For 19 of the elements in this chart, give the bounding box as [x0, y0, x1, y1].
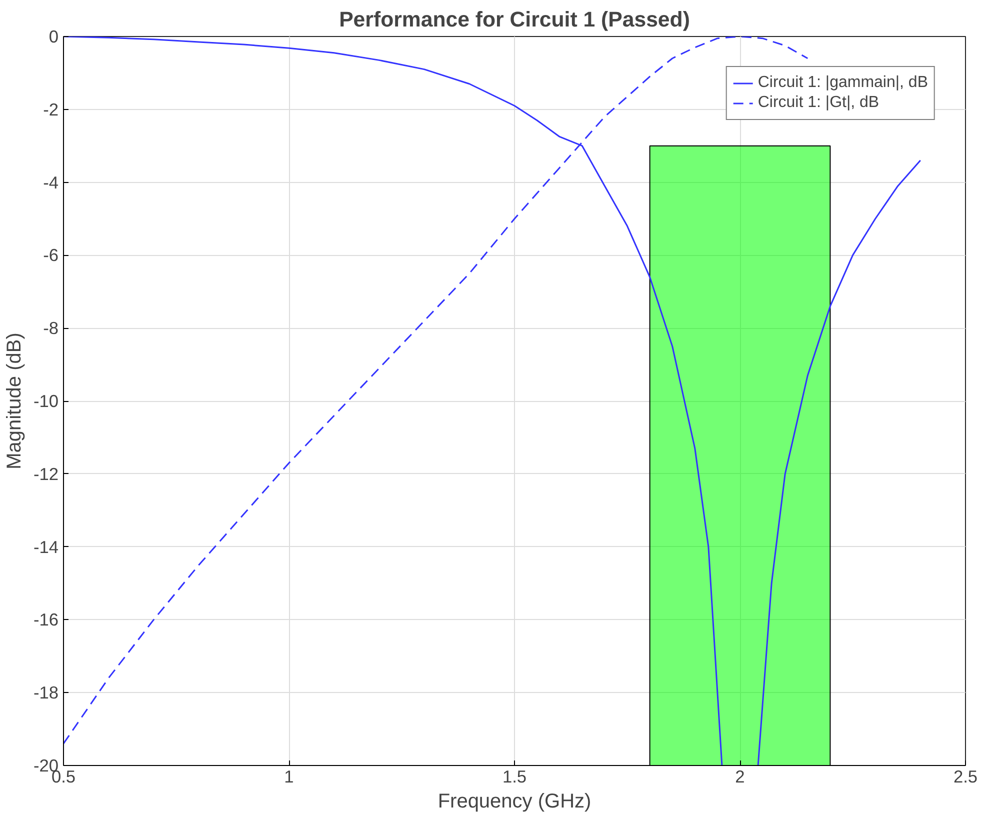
y-tick-label: -18 [33, 682, 58, 703]
y-tick-label: -8 [43, 318, 59, 338]
y-tick-label: -14 [33, 536, 59, 557]
y-tick-label: -10 [33, 391, 58, 411]
y-tick-label: -6 [43, 245, 59, 266]
x-tick-label: 2 [735, 766, 745, 786]
y-tick-label: -4 [43, 172, 59, 192]
chart-title: Performance for Circuit 1 (Passed) [339, 8, 690, 32]
y-tick-label: -12 [33, 464, 58, 484]
y-tick-label: -2 [43, 99, 59, 120]
x-tick-label: 1.5 [502, 766, 527, 786]
y-axis-title: Magnitude (dB) [3, 332, 26, 470]
legend-label: Circuit 1: |Gt|, dB [758, 94, 880, 112]
y-tick-label: -16 [33, 610, 58, 630]
x-axis-title: Frequency (GHz) [438, 790, 592, 812]
x-tick-label: 2.5 [953, 766, 978, 786]
y-tick-label: 0 [48, 26, 59, 46]
x-tick-label: 1 [284, 766, 294, 786]
legend-label: Circuit 1: |gammain|, dB [758, 74, 928, 92]
